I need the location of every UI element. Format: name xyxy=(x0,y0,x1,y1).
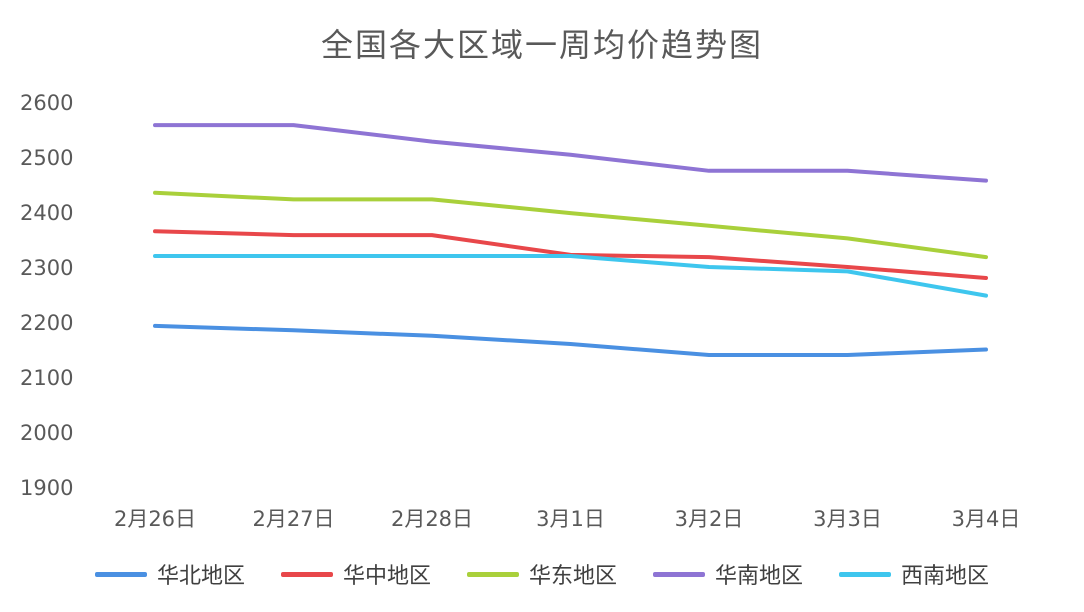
x-tick-label: 3月3日 xyxy=(813,507,882,531)
legend-swatch xyxy=(466,571,519,577)
y-tick-label: 2200 xyxy=(20,311,73,335)
x-tick-label: 2月28日 xyxy=(391,507,473,531)
legend-swatch xyxy=(280,571,333,577)
x-tick-label: 3月4日 xyxy=(952,507,1021,531)
legend-item: 华南地区 xyxy=(653,558,803,590)
y-tick-label: 2300 xyxy=(20,256,73,280)
legend-label: 华东地区 xyxy=(528,564,617,589)
x-tick-label: 3月1日 xyxy=(536,507,605,531)
legend-label: 华北地区 xyxy=(156,564,245,589)
x-tick-label: 3月2日 xyxy=(675,507,744,531)
legend-label: 华南地区 xyxy=(715,564,804,589)
legend-item: 华东地区 xyxy=(466,558,617,590)
legend-swatch xyxy=(653,571,705,577)
y-tick-label: 1900 xyxy=(20,476,73,500)
y-tick-label: 2400 xyxy=(20,201,73,225)
legend-item: 华中地区 xyxy=(280,558,431,590)
x-tick-label: 2月26日 xyxy=(114,507,196,531)
series-line-3 xyxy=(153,190,988,260)
series-line-4 xyxy=(153,123,988,183)
series-line-5 xyxy=(153,254,988,298)
x-tick-label: 2月27日 xyxy=(252,507,334,531)
y-tick-label: 2100 xyxy=(20,366,73,390)
legend-label: 华中地区 xyxy=(342,564,431,589)
y-tick-label: 2000 xyxy=(20,421,73,445)
series-line-1 xyxy=(153,323,988,357)
legend-swatch xyxy=(839,571,892,577)
chart-legend: 华北地区 华中地区 华东地区 华南地区 西南地区 xyxy=(0,556,1084,592)
y-tick-label: 2600 xyxy=(20,91,73,115)
legend-swatch xyxy=(94,571,147,577)
chart-title: 全国各大区域一周均价趋势图 xyxy=(320,26,763,64)
legend-item: 西南地区 xyxy=(839,558,989,590)
legend-label: 西南地区 xyxy=(901,564,990,589)
y-tick-label: 2500 xyxy=(20,146,73,170)
legend-item: 华北地区 xyxy=(94,558,245,590)
